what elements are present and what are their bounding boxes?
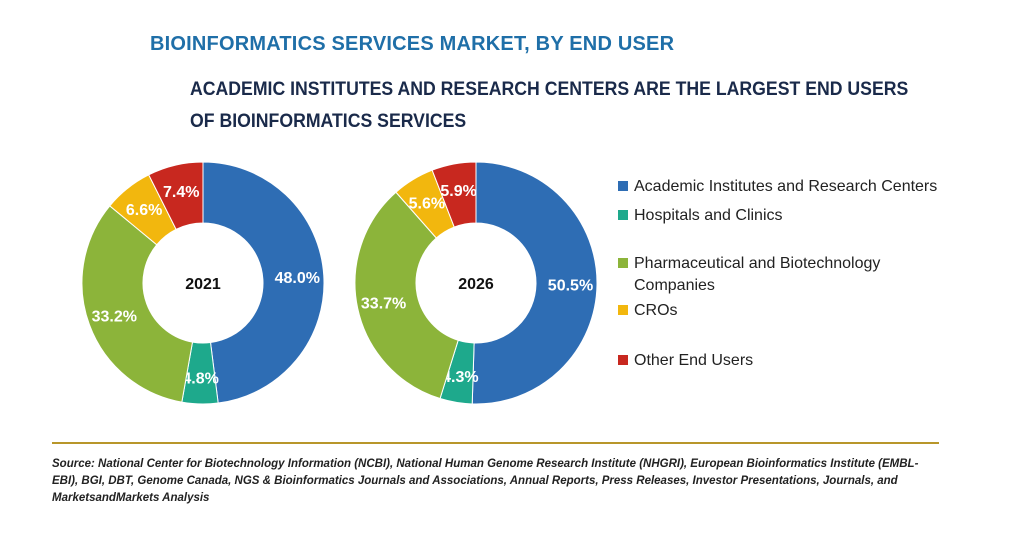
slice-label-cros: 5.6% — [409, 195, 445, 212]
slice-other — [148, 161, 204, 231]
source-note: Source: National Center for Biotechnolog… — [52, 458, 919, 504]
legend-label: CROs — [634, 302, 678, 319]
donut-center-label: 2021 — [185, 276, 221, 293]
legend-swatch — [618, 258, 628, 268]
legend-item-hospitals: Hospitals and Clinics — [618, 205, 938, 227]
slice-label-other: 7.4% — [163, 184, 199, 201]
divider — [52, 442, 939, 444]
chart-title: BIOINFORMATICS SERVICES MARKET, BY END U… — [150, 33, 675, 55]
legend-item-cros: CROs — [618, 300, 938, 322]
legend-item-academic: Academic Institutes and Research Centers — [618, 176, 938, 198]
legend-swatch — [618, 181, 628, 191]
legend-label: Hospitals and Clinics — [634, 207, 783, 224]
slice-label-cros: 6.6% — [126, 202, 162, 219]
slice-pharma — [354, 191, 459, 400]
legend-swatch — [618, 305, 628, 315]
legend-label: Other End Users — [634, 352, 754, 369]
slice-other — [431, 161, 477, 228]
donut-chart-0: 48.0% 4.8% 33.2% 6.6%7.4% 2021 — [81, 161, 325, 405]
slice-pharma — [81, 205, 194, 403]
slice-label-academic: 50.5% — [548, 277, 593, 294]
chart-subtitle: ACADEMIC INSTITUTES AND RESEARCH CENTERS… — [190, 79, 909, 132]
legend-swatch — [618, 355, 628, 365]
donut-center-label: 2026 — [458, 276, 494, 293]
slice-academic — [202, 161, 325, 404]
legend-label: Pharmaceutical and Biotechnology Compani… — [634, 255, 881, 294]
slice-label-pharma: 33.7% — [361, 296, 406, 313]
slice-label-hospitals: 4.8% — [182, 370, 218, 387]
legend-label: Academic Institutes and Research Centers — [634, 178, 938, 195]
legend-swatch — [618, 210, 628, 220]
legend: Academic Institutes and Research Centers… — [618, 176, 938, 372]
slice-label-other: 5.9% — [440, 183, 476, 200]
slice-label-academic: 48.0% — [275, 270, 320, 287]
slice-label-pharma: 33.2% — [92, 309, 137, 326]
donut-chart-1: 50.5% 4.3% 33.7% 5.6%5.9% 2026 — [354, 161, 598, 405]
legend-item-other: Other End Users — [618, 350, 938, 372]
legend-item-pharma: Pharmaceutical and Biotechnology Compani… — [618, 253, 938, 297]
slice-academic — [471, 161, 598, 405]
slice-label-hospitals: 4.3% — [442, 369, 478, 386]
